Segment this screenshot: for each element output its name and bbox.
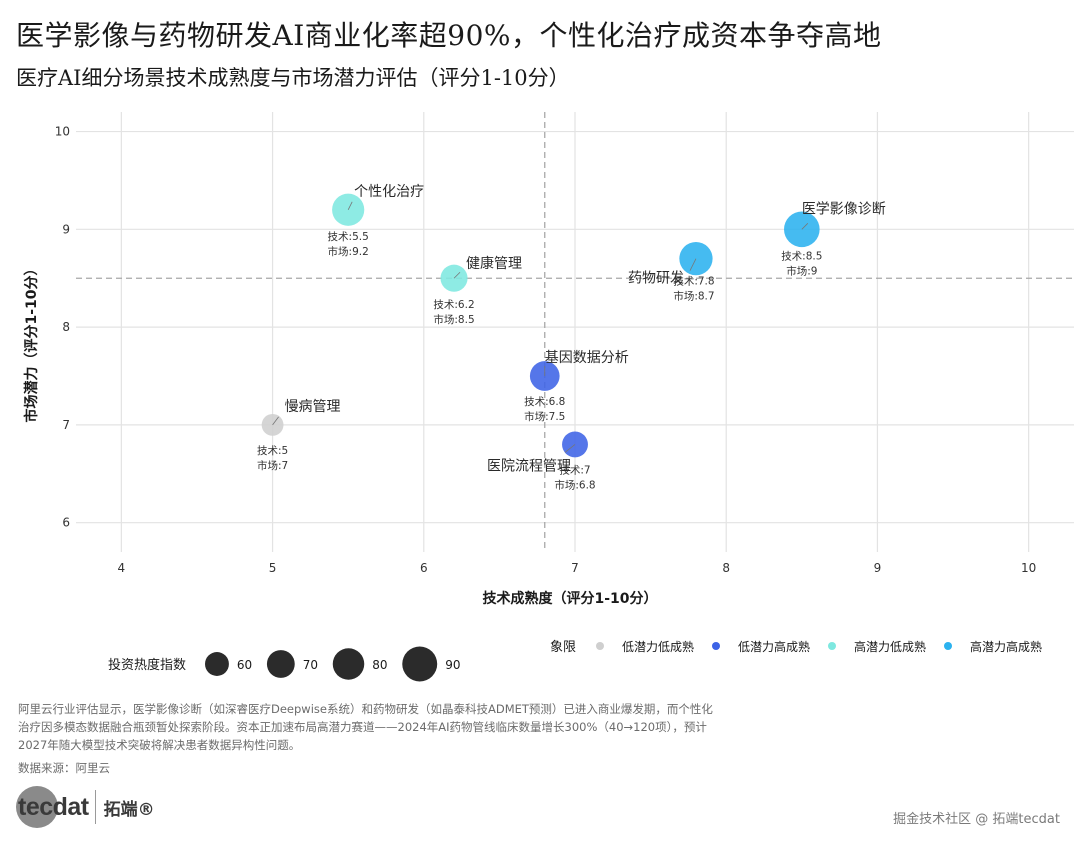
color-legend-label: 高潜力高成熟: [970, 639, 1042, 654]
y-tick-label: 7: [62, 418, 70, 432]
x-tick-label: 8: [722, 561, 730, 575]
point-name-label: 基因数据分析: [545, 349, 629, 366]
point-market-label: 市场:8.5: [433, 313, 474, 326]
y-tick-label: 10: [55, 125, 70, 139]
point-market-label: 市场:8.7: [673, 290, 714, 303]
point-name-label: 健康管理: [466, 255, 522, 272]
point-tech-label: 技术:7.8: [673, 275, 714, 288]
axis-ticks: 4 5 6 7 8 9 10 6 7 8 9 10: [55, 125, 1037, 575]
point-name-label: 医学影像诊断: [802, 201, 886, 217]
chart-subtitle: 医疗AI细分场景技术成熟度与市场潜力评估（评分1-10分）: [16, 66, 570, 90]
label-leader-line: [564, 444, 576, 453]
size-legend-label: 90: [445, 658, 460, 672]
color-legend-dot: [828, 642, 836, 650]
point-market-label: 市场:6.8: [554, 478, 595, 491]
label-leader-line: [689, 258, 697, 271]
size-legend-label: 60: [237, 658, 252, 672]
point-tech-label: 技术:8.5: [781, 249, 822, 262]
grid: [76, 112, 1074, 552]
point-name-label: 药物研发: [628, 271, 684, 287]
color-legend-label: 低潜力低成熟: [622, 639, 694, 654]
x-axis-label: 技术成熟度（评分1-10分）: [482, 590, 657, 607]
point-tech-label: 技术:7: [559, 463, 590, 476]
point-tech-label: 技术:5.5: [328, 230, 369, 243]
point-market-label: 市场:7.5: [524, 410, 565, 423]
color-legend: 象限 低潜力低成熟 低潜力高成熟 高潜力低成熟 高潜力高成熟: [550, 639, 1042, 655]
x-tick-label: 7: [571, 561, 579, 575]
label-leader-line: [801, 223, 809, 230]
data-point: [784, 211, 820, 248]
color-legend-dot: [712, 642, 720, 650]
color-legend-dot: [944, 642, 952, 650]
x-tick-label: 6: [420, 561, 428, 575]
x-tick-label: 5: [269, 561, 277, 575]
point-market-label: 市场:9: [786, 264, 817, 277]
size-legend-circle: [332, 648, 365, 680]
size-legend-label: 70: [303, 658, 318, 672]
y-tick-label: 6: [62, 516, 70, 530]
point-market-label: 市场:9.2: [328, 245, 369, 258]
point-name-label: 医院流程管理: [487, 458, 571, 474]
label-leader-line: [272, 416, 279, 426]
logo-divider: [94, 790, 96, 824]
label-leader-line: [347, 201, 353, 210]
size-legend-circle: [266, 650, 295, 678]
point-name-label: 个性化治疗: [354, 184, 424, 200]
point-tech-label: 技术:5: [257, 444, 288, 457]
y-tick-label: 8: [62, 320, 70, 334]
size-legend-label: 80: [372, 658, 387, 672]
logo-text: tecdat: [18, 792, 89, 821]
color-legend-title: 象限: [550, 640, 576, 655]
point-market-label: 市场:7: [257, 459, 288, 472]
y-tick-label: 9: [62, 222, 70, 236]
size-legend: 投资热度指数 60 70 80 90: [108, 646, 460, 682]
y-axis-label: 市场潜力（评分1-10分）: [23, 261, 40, 422]
color-legend-label: 高潜力低成熟: [854, 639, 926, 654]
size-legend-title: 投资热度指数: [108, 657, 186, 673]
x-tick-label: 4: [118, 561, 126, 575]
label-leader-line: [453, 271, 461, 279]
reference-lines: [76, 112, 1074, 552]
color-legend-label: 低潜力高成熟: [738, 639, 810, 654]
brand-logo: tecdat 拓端®: [16, 786, 155, 828]
size-legend-circle: [205, 652, 229, 676]
data-source: 数据来源：阿里云: [18, 761, 110, 775]
point-tech-label: 技术:6.2: [433, 298, 474, 311]
logo-circle-icon: [16, 786, 58, 828]
x-tick-label: 9: [874, 561, 882, 575]
watermark: 掘金技术社区 @ 拓端tecdat: [893, 812, 1060, 827]
point-tech-label: 技术:6.8: [524, 395, 565, 408]
x-tick-label: 10: [1021, 561, 1036, 575]
size-legend-circle: [402, 646, 438, 682]
chart-title: 医学影像与药物研发AI商业化率超90%，个性化治疗成资本争夺高地: [16, 19, 882, 52]
point-name-label: 慢病管理: [285, 398, 341, 415]
color-legend-dot: [596, 642, 604, 650]
chart-caption: 阿里云行业评估显示，医学影像诊断（如深睿医疗Deepwise系统）和药物研发（如…: [18, 702, 713, 752]
logo-cn-text: 拓端®: [103, 799, 155, 820]
